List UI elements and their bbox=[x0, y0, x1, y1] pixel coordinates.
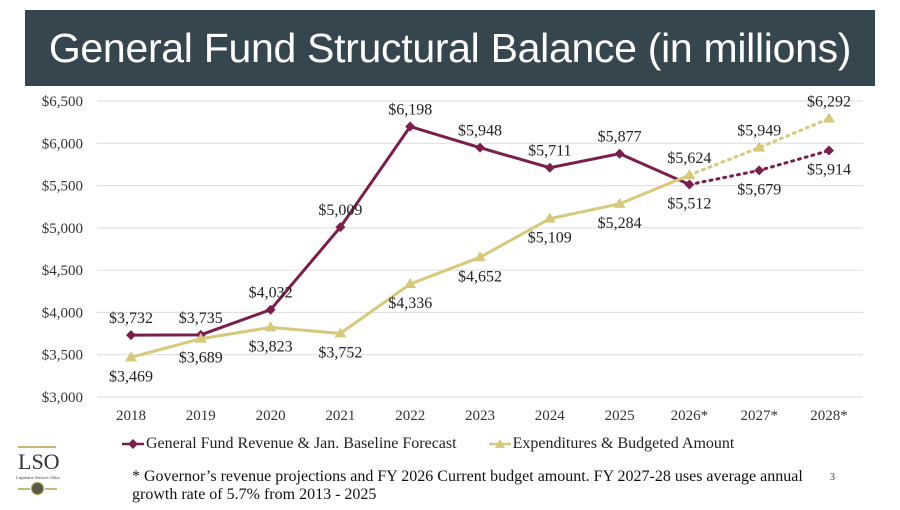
x-tick-label: 2021 bbox=[325, 408, 355, 424]
data-point-triangle bbox=[334, 327, 347, 338]
y-tick-label: $4,500 bbox=[42, 263, 83, 279]
data-label: $5,624 bbox=[667, 150, 711, 167]
data-point-diamond bbox=[544, 162, 555, 173]
x-tick-label: 2025 bbox=[605, 408, 635, 424]
legend-label-revenue: General Fund Revenue & Jan. Baseline For… bbox=[146, 435, 457, 452]
data-label: $5,711 bbox=[528, 143, 571, 160]
y-tick-label: $3,500 bbox=[42, 348, 83, 364]
data-point-diamond bbox=[475, 142, 485, 153]
data-point-triangle bbox=[404, 278, 417, 289]
x-tick-label: 2023 bbox=[465, 408, 495, 424]
legend: General Fund Revenue & Jan. Baseline For… bbox=[122, 435, 734, 453]
data-label: $4,652 bbox=[458, 268, 502, 285]
footnote: * Governor’s revenue projections and FY … bbox=[132, 468, 803, 503]
data-point-triangle bbox=[474, 251, 486, 262]
data-point-diamond bbox=[335, 222, 346, 233]
seal-icon bbox=[31, 482, 44, 495]
title-bar: General Fund Structural Balance (in mill… bbox=[25, 10, 875, 86]
data-label: $3,689 bbox=[179, 350, 223, 367]
data-label: $5,679 bbox=[737, 181, 781, 198]
data-label: $6,198 bbox=[388, 102, 432, 119]
x-tick-label: 2026* bbox=[671, 408, 709, 424]
triangle-marker-icon bbox=[488, 439, 511, 448]
data-point-diamond bbox=[684, 179, 695, 190]
data-label: $5,109 bbox=[528, 230, 572, 247]
x-tick-label: 2020 bbox=[256, 408, 286, 424]
lso-logo: LSO Legislative Services Office bbox=[16, 446, 60, 508]
data-label: $5,512 bbox=[667, 196, 711, 213]
diamond-marker-icon bbox=[122, 439, 144, 449]
data-point-triangle bbox=[823, 112, 835, 123]
data-label: $3,823 bbox=[249, 338, 293, 355]
data-label: $5,948 bbox=[458, 123, 502, 140]
y-tick-label: $5,500 bbox=[42, 179, 83, 195]
x-tick-label: 2019 bbox=[186, 408, 216, 424]
data-point-diamond bbox=[754, 165, 765, 176]
data-label: $5,009 bbox=[318, 202, 362, 219]
data-point-diamond bbox=[614, 148, 625, 159]
data-point-diamond bbox=[265, 304, 276, 315]
data-label: $3,752 bbox=[318, 344, 362, 361]
y-tick-label: $4,000 bbox=[42, 305, 83, 321]
data-label: $5,877 bbox=[598, 129, 642, 146]
data-label: $4,032 bbox=[249, 285, 293, 302]
x-tick-label: 2018 bbox=[116, 408, 146, 424]
data-label: $3,735 bbox=[179, 310, 223, 327]
series-line-dotted bbox=[687, 117, 831, 177]
slide-title: General Fund Structural Balance (in mill… bbox=[48, 24, 852, 71]
legend-item-revenue: General Fund Revenue & Jan. Baseline For… bbox=[122, 435, 457, 453]
data-point-triangle bbox=[264, 321, 277, 332]
logo-text: LSO bbox=[18, 449, 60, 474]
data-point-triangle bbox=[753, 141, 766, 152]
logo-subtext: Legislative Services Office bbox=[16, 475, 60, 480]
data-point-triangle bbox=[125, 351, 137, 362]
data-label: $5,914 bbox=[807, 162, 851, 179]
y-tick-label: $5,000 bbox=[42, 221, 83, 237]
data-point-diamond bbox=[824, 145, 834, 156]
data-point-diamond bbox=[405, 121, 416, 132]
data-point-triangle bbox=[543, 212, 556, 223]
data-label: $3,732 bbox=[109, 310, 153, 327]
x-tick-label: 2024 bbox=[535, 408, 566, 424]
page-number: 3 bbox=[830, 472, 835, 483]
data-label: $6,292 bbox=[807, 94, 851, 111]
data-point-triangle bbox=[613, 197, 626, 208]
data-point-triangle bbox=[194, 332, 207, 343]
data-point-triangle bbox=[683, 169, 696, 180]
y-tick-label: $3,000 bbox=[42, 390, 83, 406]
data-label: $5,949 bbox=[737, 123, 781, 140]
legend-item-expenditures: Expenditures & Budgeted Amount bbox=[488, 435, 735, 453]
x-tick-label: 2027* bbox=[740, 408, 778, 424]
y-tick-label: $6,000 bbox=[42, 136, 83, 152]
x-tick-label: 2022 bbox=[395, 408, 425, 424]
data-label: $5,284 bbox=[598, 215, 642, 232]
x-tick-label: 2028* bbox=[810, 408, 848, 424]
legend-label-expenditures: Expenditures & Budgeted Amount bbox=[512, 435, 735, 452]
data-label: $4,336 bbox=[388, 295, 432, 312]
line-chart: $3,000 $3,500 $4,000 $4,500 $5,000 $5,500 $6,0… bbox=[42, 94, 863, 424]
y-tick-label: $6,500 bbox=[42, 94, 83, 110]
data-label: $3,469 bbox=[109, 368, 153, 385]
data-point-diamond bbox=[126, 330, 136, 341]
